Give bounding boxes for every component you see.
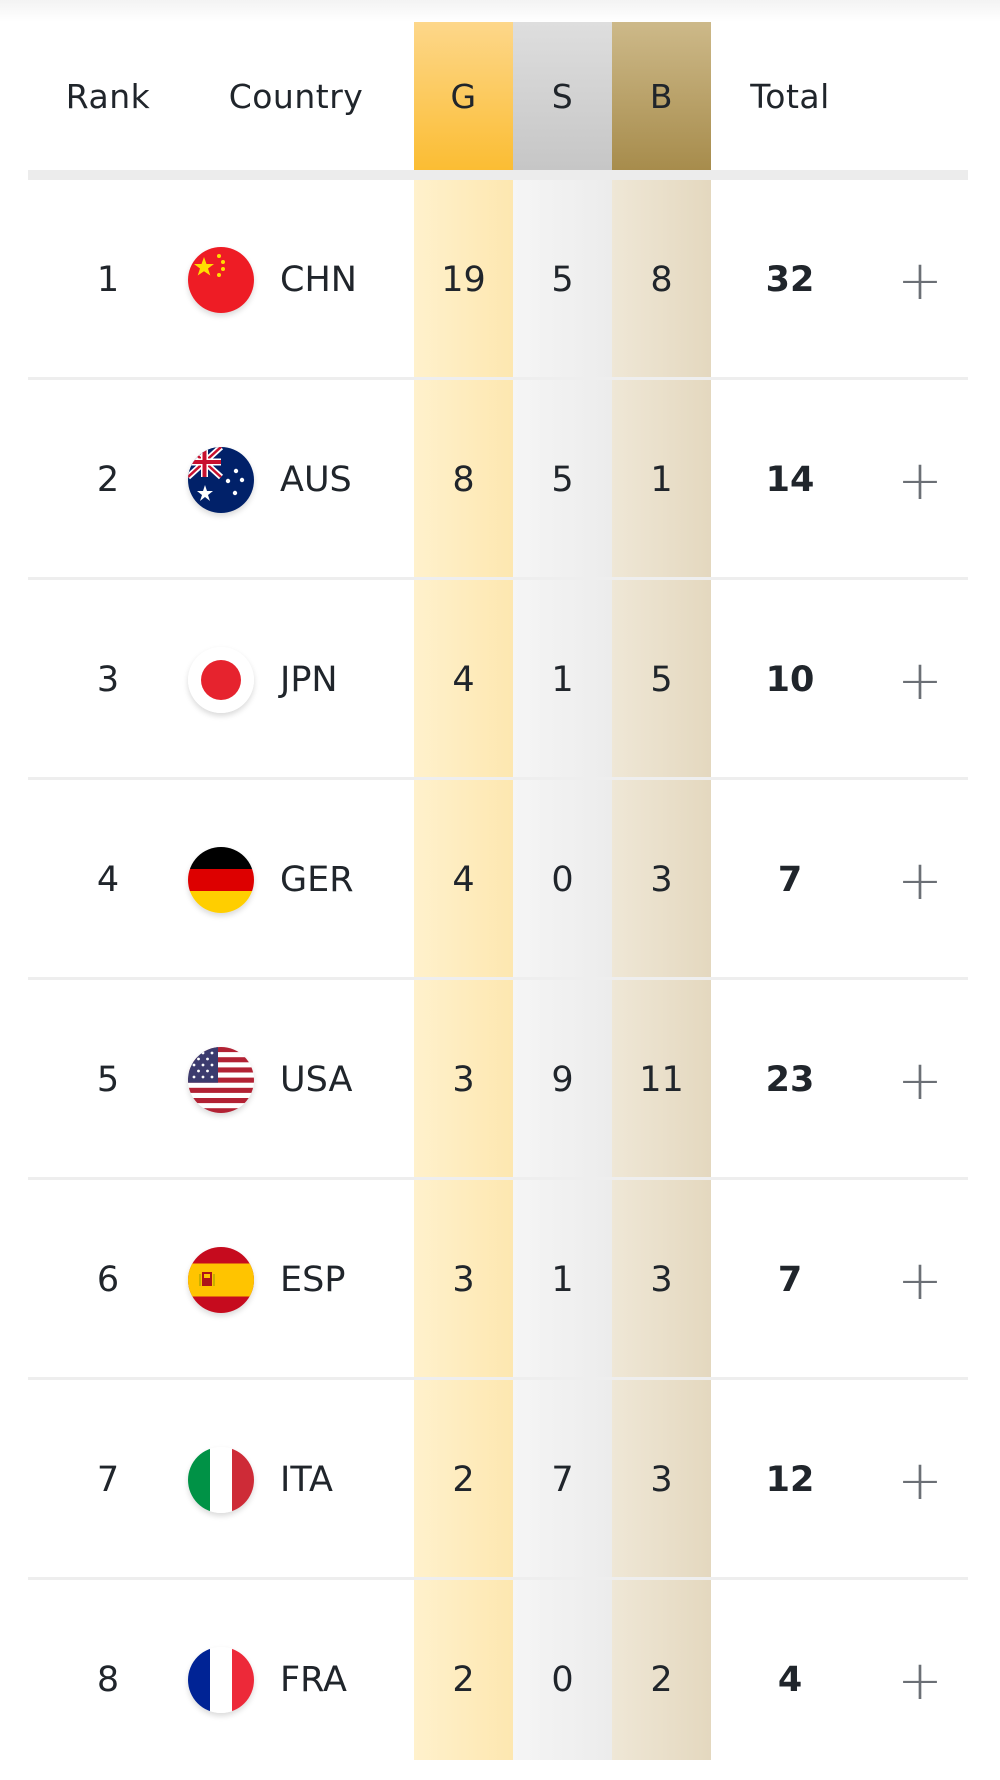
country-code[interactable]: FRA: [280, 1660, 347, 1700]
gold-count: 2: [452, 1660, 475, 1700]
table-row[interactable]: 5 USA 3 9 11 23 +: [0, 980, 1000, 1180]
row-divider: [28, 1377, 968, 1380]
flag-cell: [188, 1580, 254, 1780]
rank-value: 6: [96, 1260, 120, 1300]
japan-flag-icon: [188, 647, 254, 713]
header-silver[interactable]: S: [513, 22, 612, 170]
rank-value: 5: [96, 1060, 120, 1100]
bronze-count: 8: [650, 260, 673, 300]
rank-value: 3: [96, 660, 120, 700]
usa-flag-icon: [188, 1047, 254, 1113]
silver-column-bg: [513, 22, 612, 1760]
country-code[interactable]: ESP: [280, 1260, 346, 1300]
row-divider: [28, 377, 968, 380]
header-bronze[interactable]: B: [612, 22, 711, 170]
spain-flag-icon: [188, 1247, 254, 1313]
bronze-count: 11: [639, 1060, 684, 1100]
bronze-count: 2: [650, 1660, 673, 1700]
gold-count: 4: [452, 860, 475, 900]
row-divider: [28, 1577, 968, 1580]
table-row[interactable]: 2 AUS 8 5 1 14 +: [0, 380, 1000, 580]
country-code[interactable]: AUS: [280, 460, 352, 500]
silver-count: 1: [551, 1260, 574, 1300]
expand-plus-icon[interactable]: +: [897, 1248, 943, 1312]
table-row[interactable]: 7 ITA 2 7 3 12 +: [0, 1380, 1000, 1580]
total-count: 12: [765, 1460, 815, 1500]
italy-flag-icon: [188, 1447, 254, 1513]
gold-count: 8: [452, 460, 475, 500]
table-row[interactable]: 8 FRA 2 0 2 4 +: [0, 1580, 1000, 1780]
germany-flag-icon: [188, 847, 254, 913]
rank-value: 4: [96, 860, 120, 900]
total-count: 7: [777, 860, 803, 900]
table-row[interactable]: 4 GER 4 0 3 7 +: [0, 780, 1000, 980]
header-total[interactable]: Total: [750, 76, 830, 116]
country-code[interactable]: CHN: [280, 260, 357, 300]
gold-count: 3: [452, 1060, 475, 1100]
gold-column-bg: [414, 22, 513, 1760]
total-count: 32: [765, 260, 815, 300]
header-divider: [28, 170, 968, 180]
table-row[interactable]: 1 CHN 19 5 8 32 +: [0, 180, 1000, 380]
country-code[interactable]: USA: [280, 1060, 353, 1100]
silver-count: 5: [551, 460, 574, 500]
country-code[interactable]: ITA: [280, 1460, 333, 1500]
flag-cell: [188, 180, 254, 380]
total-count: 14: [765, 460, 815, 500]
row-divider: [28, 1177, 968, 1180]
silver-count: 0: [551, 1660, 574, 1700]
flag-cell: [188, 580, 254, 780]
table-header: Rank Country G S B Total: [0, 22, 1000, 170]
silver-count: 1: [551, 660, 574, 700]
bronze-count: 3: [650, 1260, 673, 1300]
total-count: 10: [765, 660, 815, 700]
france-flag-icon: [188, 1647, 254, 1713]
silver-count: 7: [551, 1460, 574, 1500]
expand-plus-icon[interactable]: +: [897, 1048, 943, 1112]
flag-cell: [188, 1180, 254, 1380]
bronze-count: 5: [650, 660, 673, 700]
header-rank[interactable]: Rank: [65, 76, 151, 116]
rank-value: 2: [96, 460, 120, 500]
bronze-count: 3: [650, 1460, 673, 1500]
table-row[interactable]: 3 JPN 4 1 5 10 +: [0, 580, 1000, 780]
expand-plus-icon[interactable]: +: [897, 848, 943, 912]
china-flag-icon: [188, 247, 254, 313]
expand-plus-icon[interactable]: +: [897, 248, 943, 312]
row-divider: [28, 977, 968, 980]
row-divider: [28, 777, 968, 780]
gold-count: 3: [452, 1260, 475, 1300]
row-divider: [28, 577, 968, 580]
total-count: 23: [765, 1060, 815, 1100]
top-shadow: [0, 0, 1000, 22]
flag-cell: [188, 980, 254, 1180]
expand-plus-icon[interactable]: +: [897, 448, 943, 512]
total-count: 7: [777, 1260, 803, 1300]
header-country[interactable]: Country: [228, 76, 364, 116]
rank-value: 1: [96, 260, 120, 300]
expand-plus-icon[interactable]: +: [897, 648, 943, 712]
country-code[interactable]: JPN: [280, 660, 338, 700]
bronze-column-bg: [612, 22, 711, 1760]
country-code[interactable]: GER: [280, 860, 354, 900]
bronze-count: 3: [650, 860, 673, 900]
flag-cell: [188, 380, 254, 580]
silver-count: 9: [551, 1060, 574, 1100]
flag-cell: [188, 1380, 254, 1580]
gold-count: 2: [452, 1460, 475, 1500]
silver-count: 5: [551, 260, 574, 300]
bronze-count: 1: [650, 460, 673, 500]
table-row[interactable]: 6 ESP 3 1 3 7 +: [0, 1180, 1000, 1380]
rank-value: 8: [96, 1660, 120, 1700]
gold-count: 19: [441, 260, 486, 300]
expand-plus-icon[interactable]: +: [897, 1648, 943, 1712]
flag-cell: [188, 780, 254, 980]
australia-flag-icon: [188, 447, 254, 513]
gold-count: 4: [452, 660, 475, 700]
expand-plus-icon[interactable]: +: [897, 1448, 943, 1512]
rank-value: 7: [96, 1460, 120, 1500]
silver-count: 0: [551, 860, 574, 900]
header-gold[interactable]: G: [414, 22, 513, 170]
total-count: 4: [777, 1660, 803, 1700]
